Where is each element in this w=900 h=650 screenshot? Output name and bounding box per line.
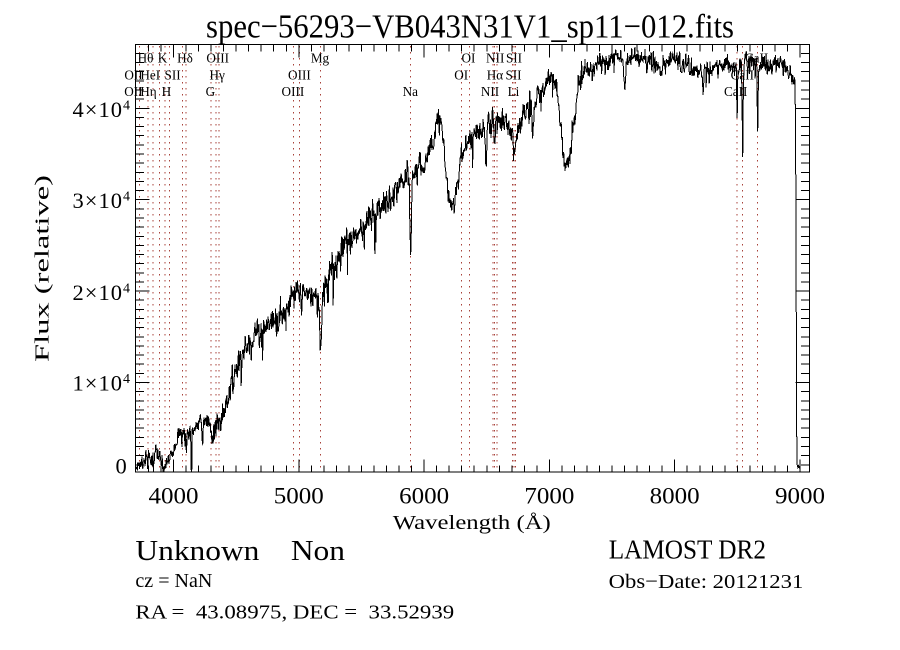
svg-text:RA = 43.08975, DEC = 33.5293: RA = 43.08975, DEC = 33.52939 [135, 602, 454, 624]
svg-text:K: K [158, 51, 168, 66]
svg-text:9000: 9000 [775, 484, 825, 510]
svg-text:OII: OII [124, 84, 142, 99]
svg-text:Hη: Hη [140, 84, 157, 99]
svg-text:Li: Li [508, 84, 520, 99]
svg-text:Flux (relative): Flux (relative) [32, 175, 54, 362]
svg-text:HeI: HeI [140, 68, 160, 83]
svg-text:Hα: Hα [487, 68, 504, 83]
svg-text:OIII: OIII [206, 51, 229, 66]
svg-text:4000: 4000 [149, 484, 199, 510]
svg-text:OIII: OIII [282, 84, 305, 99]
svg-text:Unknown Non: Unknown Non [135, 536, 345, 567]
svg-text:CaII: CaII [724, 84, 747, 99]
svg-text:7000: 7000 [524, 484, 574, 510]
svg-text:Mg: Mg [311, 51, 330, 66]
svg-text:SII: SII [505, 68, 521, 83]
svg-text:OIII: OIII [288, 68, 311, 83]
svg-text:Obs−Date: 20121231: Obs−Date: 20121231 [609, 571, 804, 593]
svg-text:8000: 8000 [650, 484, 700, 510]
svg-text:Hθ: Hθ [138, 51, 154, 66]
svg-text:CaII: CaII [731, 68, 754, 83]
svg-text:Wavelength (Å): Wavelength (Å) [393, 512, 551, 534]
svg-text:spec−56293−VB043N31V1_sp11−012: spec−56293−VB043N31V1_sp11−012.fits [206, 9, 734, 46]
svg-text:Na: Na [403, 84, 419, 99]
svg-text:cz = NaN: cz = NaN [135, 570, 212, 592]
svg-text:Hγ: Hγ [210, 68, 226, 83]
svg-text:OII: OII [124, 68, 142, 83]
svg-text:NII: NII [486, 51, 504, 66]
svg-text:CaII: CaII [745, 51, 768, 66]
svg-text:H: H [162, 84, 172, 99]
svg-text:OI: OI [462, 51, 476, 66]
svg-text:LAMOST DR2: LAMOST DR2 [609, 535, 766, 565]
svg-text:SII: SII [506, 51, 522, 66]
svg-text:2×104: 2×104 [73, 280, 131, 305]
svg-text:3×104: 3×104 [73, 188, 131, 213]
svg-text:4×104: 4×104 [73, 97, 131, 122]
svg-text:1×104: 1×104 [73, 370, 131, 395]
svg-text:5000: 5000 [274, 484, 324, 510]
svg-text:OI: OI [454, 68, 468, 83]
svg-text:0: 0 [115, 453, 126, 478]
svg-text:Hδ: Hδ [177, 51, 193, 66]
svg-text:SII: SII [165, 68, 181, 83]
svg-text:G: G [206, 84, 216, 99]
svg-text:6000: 6000 [399, 484, 449, 510]
svg-text:NII: NII [481, 84, 499, 99]
